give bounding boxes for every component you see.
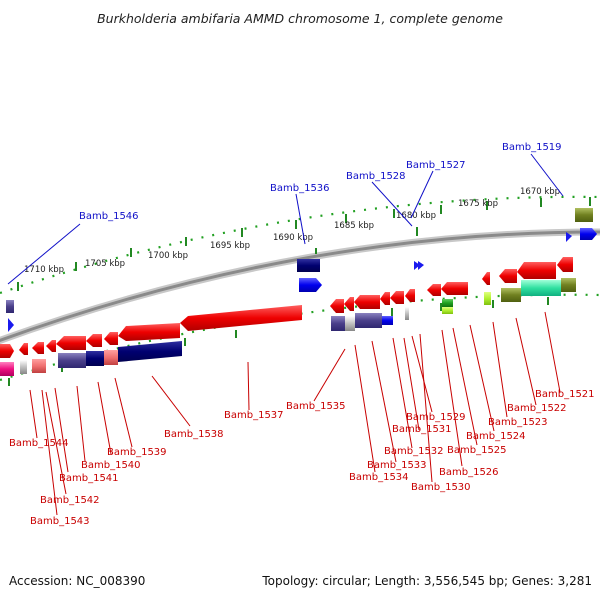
accession-text: Accession: NC_008390 bbox=[9, 574, 146, 588]
gene-feature[interactable] bbox=[118, 323, 180, 341]
gene-label[interactable]: Bamb_1527 bbox=[406, 160, 466, 171]
kbp-labels: 1710 kbp 1705 kbp 1700 kbp 1695 kbp 1690… bbox=[24, 187, 560, 275]
gene-feature[interactable] bbox=[499, 269, 517, 283]
gene-label[interactable]: Bamb_1542 bbox=[40, 495, 100, 506]
gene-feature[interactable] bbox=[501, 288, 521, 302]
gene-feature[interactable] bbox=[8, 318, 14, 332]
gene-label[interactable]: Bamb_1544 bbox=[9, 438, 69, 449]
gene-feature[interactable] bbox=[442, 299, 453, 307]
gene-feature[interactable] bbox=[575, 208, 593, 222]
gene-feature[interactable] bbox=[380, 292, 390, 305]
gene-label[interactable]: Bamb_1541 bbox=[59, 473, 119, 484]
gene-label[interactable]: Bamb_1529 bbox=[406, 412, 466, 423]
map-title: Burkholderia ambifaria AMMD chromosome 1… bbox=[97, 11, 503, 26]
top-leaders bbox=[7, 153, 564, 285]
gene-feature[interactable] bbox=[580, 228, 597, 240]
gene-feature[interactable] bbox=[382, 316, 393, 325]
gene-feature[interactable] bbox=[418, 261, 424, 270]
gene-feature[interactable] bbox=[86, 351, 104, 366]
kbp-label: 1705 kbp bbox=[85, 259, 125, 269]
reverse-genes bbox=[0, 257, 576, 376]
gene-feature[interactable] bbox=[104, 350, 118, 365]
gene-label[interactable]: Bamb_1523 bbox=[488, 417, 548, 428]
gene-feature[interactable] bbox=[104, 332, 118, 345]
gene-label[interactable]: Bamb_1528 bbox=[346, 171, 406, 182]
gene-feature[interactable] bbox=[20, 360, 27, 374]
gene-label[interactable]: Bamb_1525 bbox=[447, 445, 507, 456]
kbp-label: 1685 kbp bbox=[334, 221, 374, 231]
gene-feature[interactable] bbox=[344, 297, 354, 311]
gene-label[interactable]: Bamb_1521 bbox=[535, 389, 595, 400]
gene-label[interactable]: Bamb_1531 bbox=[392, 424, 452, 435]
gene-feature[interactable] bbox=[297, 259, 320, 272]
gene-feature[interactable] bbox=[118, 341, 182, 362]
gene-label[interactable]: Bamb_1538 bbox=[164, 429, 224, 440]
gene-feature[interactable] bbox=[56, 336, 86, 350]
gene-feature[interactable] bbox=[405, 289, 415, 302]
gene-label[interactable]: Bamb_1519 bbox=[502, 142, 562, 153]
kbp-label: 1690 kbp bbox=[273, 233, 313, 243]
gene-feature[interactable] bbox=[355, 313, 382, 328]
kbp-label: 1680 kbp bbox=[396, 211, 436, 221]
gene-feature[interactable] bbox=[414, 261, 420, 270]
gene-label[interactable]: Bamb_1532 bbox=[384, 446, 444, 457]
gene-feature[interactable] bbox=[517, 262, 556, 279]
gene-label[interactable]: Bamb_1530 bbox=[411, 482, 471, 493]
kbp-label: 1675 kbp bbox=[458, 199, 498, 209]
gene-feature[interactable] bbox=[32, 342, 44, 354]
gene-label[interactable]: Bamb_1540 bbox=[81, 460, 141, 471]
gene-feature[interactable] bbox=[180, 305, 302, 331]
kbp-label: 1670 kbp bbox=[520, 187, 560, 197]
gene-label[interactable]: Bamb_1522 bbox=[507, 403, 567, 414]
gene-label[interactable]: Bamb_1543 bbox=[30, 516, 90, 527]
gene-label[interactable]: Bamb_1546 bbox=[79, 211, 139, 222]
gene-feature[interactable] bbox=[557, 257, 573, 272]
major-ticks bbox=[17, 197, 591, 291]
gene-feature[interactable] bbox=[86, 334, 102, 347]
gene-feature[interactable] bbox=[46, 340, 56, 352]
kbp-label: 1700 kbp bbox=[148, 251, 188, 261]
gene-feature[interactable] bbox=[484, 292, 491, 305]
gene-feature[interactable] bbox=[441, 282, 468, 295]
kbp-label: 1695 kbp bbox=[210, 241, 250, 251]
gene-feature[interactable] bbox=[0, 362, 14, 376]
gene-feature[interactable] bbox=[6, 300, 14, 313]
gene-label[interactable]: Bamb_1535 bbox=[286, 401, 346, 412]
gene-feature[interactable] bbox=[58, 353, 86, 368]
bottom-gene-labels: Bamb_1544 Bamb_1543 Bamb_1542 Bamb_1541 … bbox=[9, 389, 595, 527]
gene-feature[interactable] bbox=[566, 232, 572, 242]
gene-feature[interactable] bbox=[427, 284, 441, 296]
gene-feature[interactable] bbox=[354, 295, 380, 309]
gene-feature[interactable] bbox=[0, 344, 14, 358]
gene-feature[interactable] bbox=[405, 307, 409, 320]
gene-label[interactable]: Bamb_1524 bbox=[466, 431, 526, 442]
gene-feature[interactable] bbox=[32, 359, 46, 373]
gene-feature[interactable] bbox=[561, 278, 576, 292]
gene-feature[interactable] bbox=[19, 343, 28, 355]
gene-feature[interactable] bbox=[299, 278, 322, 292]
gene-feature[interactable] bbox=[482, 272, 490, 285]
gene-feature[interactable] bbox=[345, 316, 355, 331]
gene-label[interactable]: Bamb_1526 bbox=[439, 467, 499, 478]
gene-label[interactable]: Bamb_1537 bbox=[224, 410, 284, 421]
gene-feature[interactable] bbox=[330, 299, 344, 313]
gene-feature[interactable] bbox=[521, 280, 561, 296]
gene-feature[interactable] bbox=[390, 291, 404, 304]
gene-label[interactable]: Bamb_1536 bbox=[270, 183, 330, 194]
gene-label[interactable]: Bamb_1533 bbox=[367, 460, 427, 471]
bottom-leaders bbox=[29, 311, 561, 516]
kbp-label: 1710 kbp bbox=[24, 265, 64, 275]
gene-label[interactable]: Bamb_1539 bbox=[107, 447, 167, 458]
gene-feature[interactable] bbox=[442, 307, 453, 314]
gene-label[interactable]: Bamb_1534 bbox=[349, 472, 409, 483]
topology-text: Topology: circular; Length: 3,556,545 bp… bbox=[262, 574, 592, 588]
forward-genes bbox=[6, 208, 597, 332]
gene-feature[interactable] bbox=[331, 316, 345, 331]
top-gene-labels: Bamb_1546 Bamb_1536 Bamb_1528 Bamb_1527 … bbox=[79, 142, 562, 222]
